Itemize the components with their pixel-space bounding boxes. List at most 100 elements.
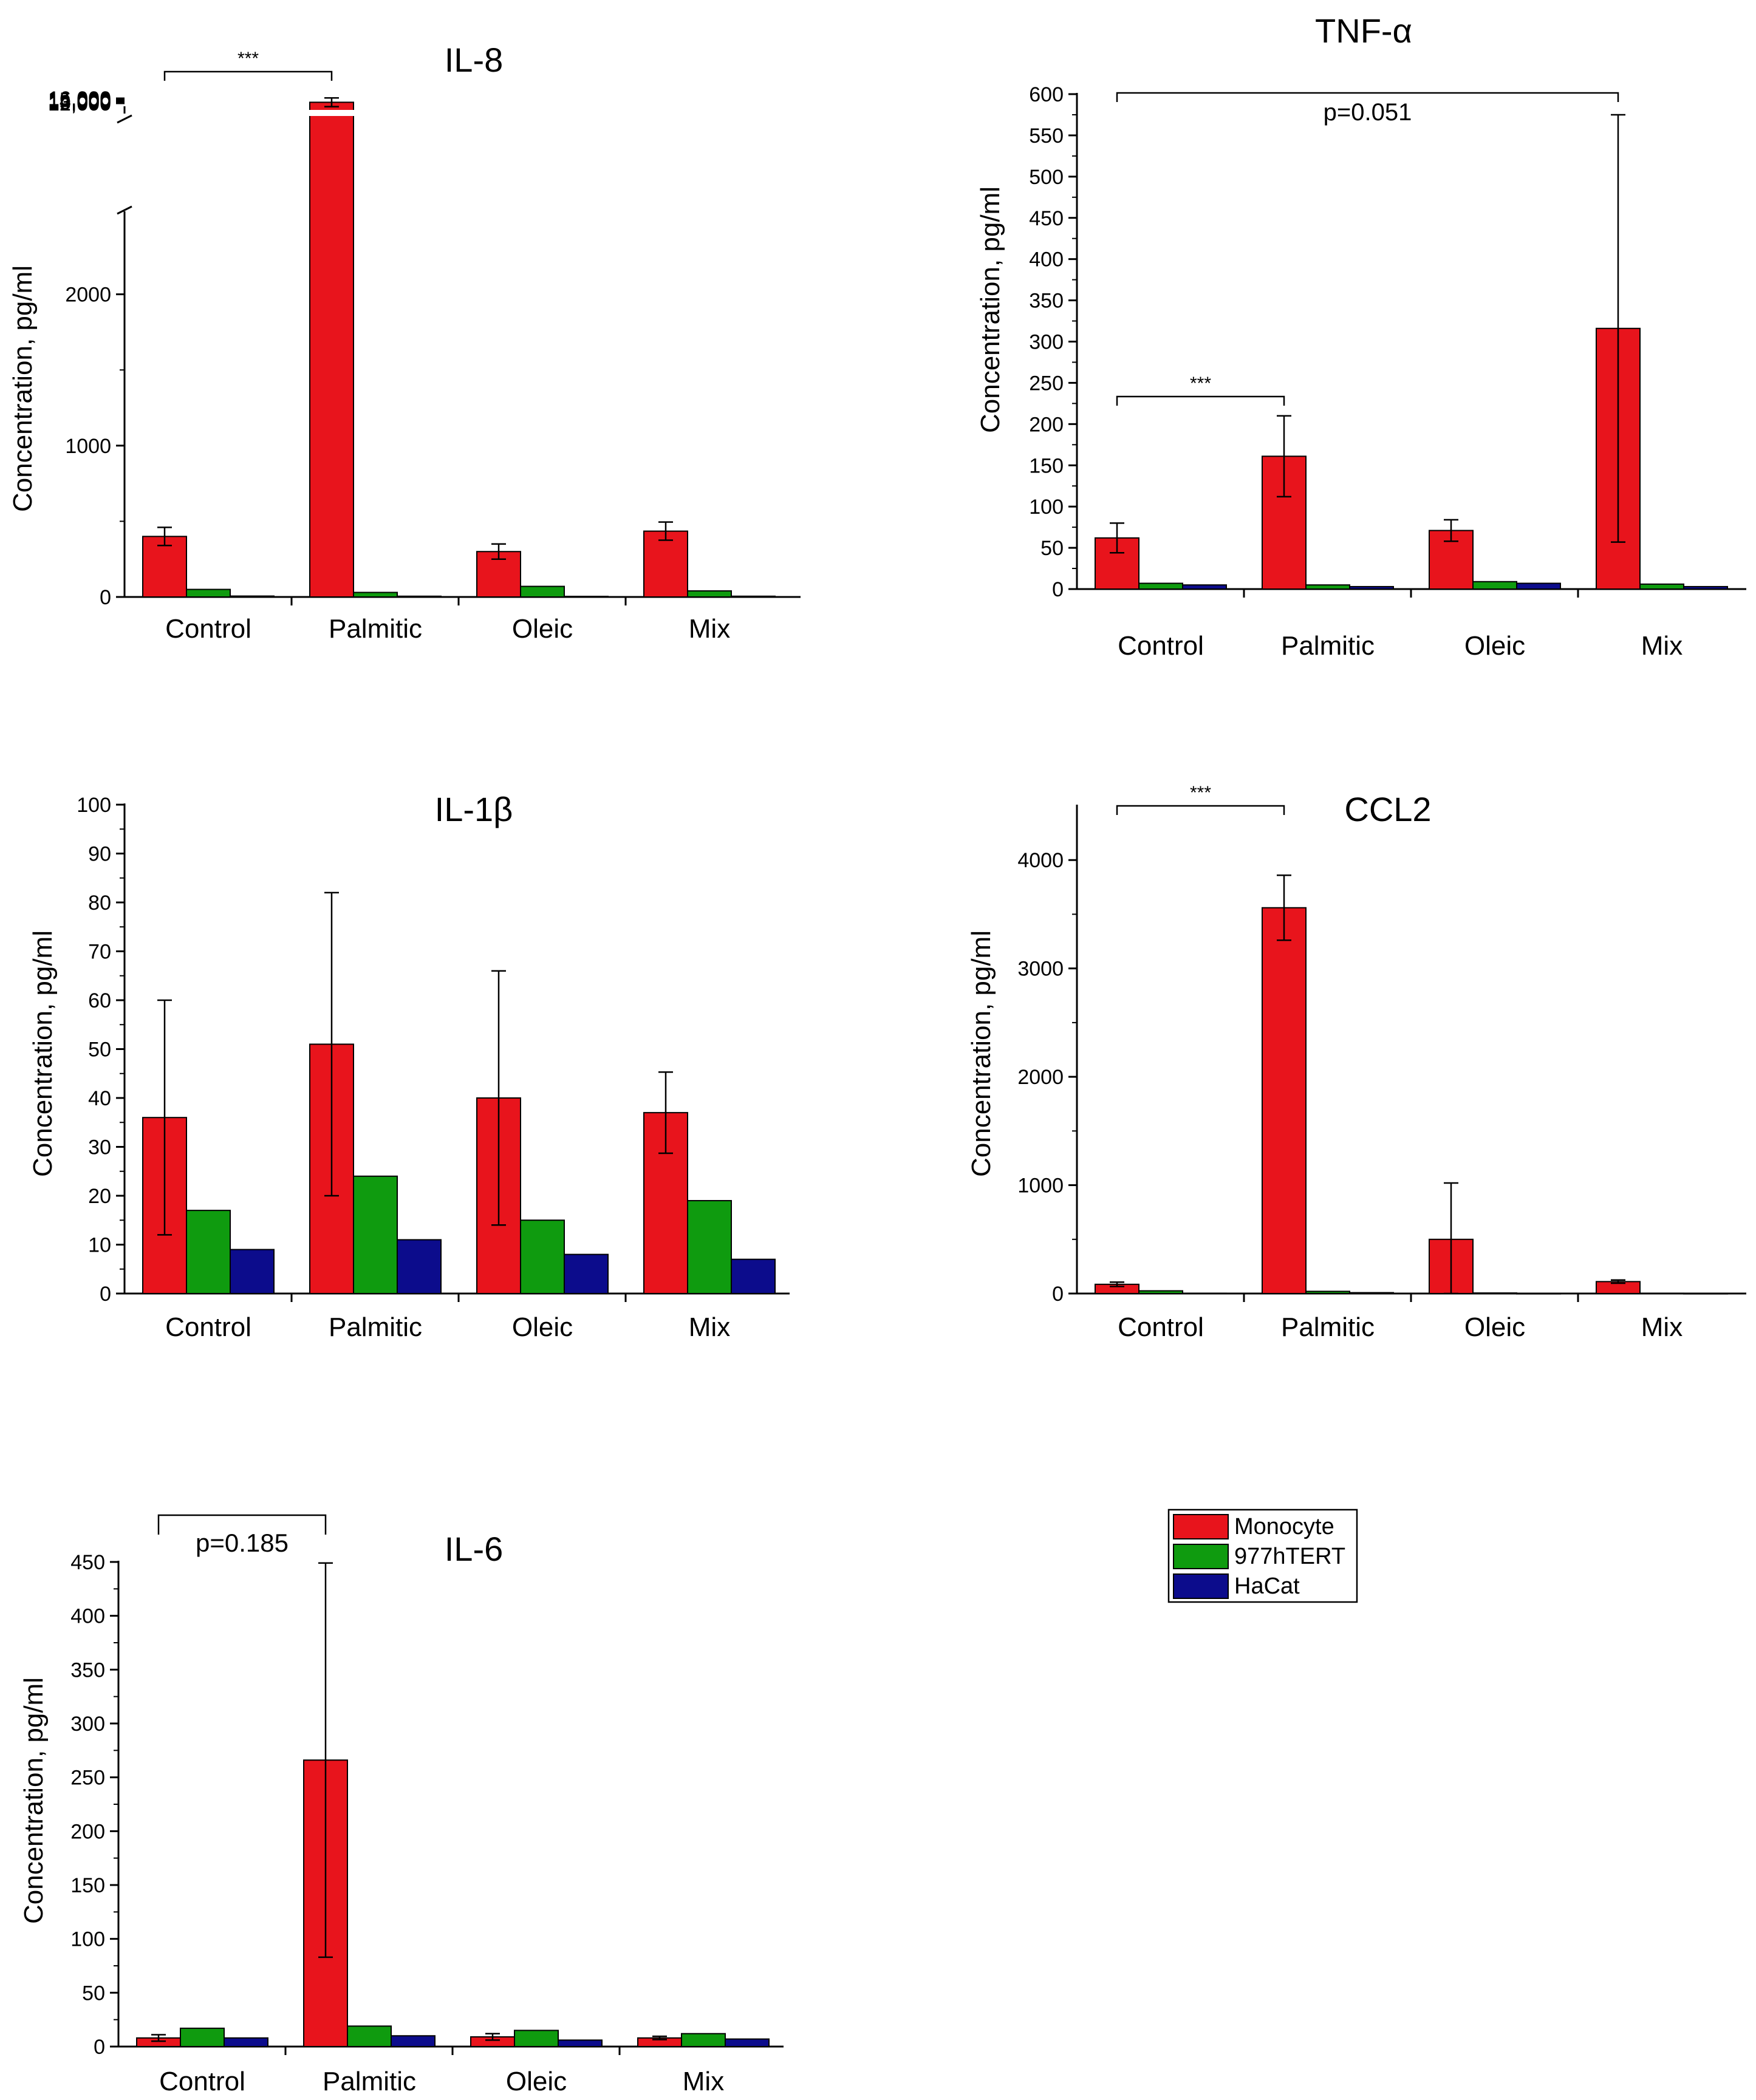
- y-tick-label: 13,000: [48, 91, 111, 114]
- bar-977htert-oleic: [520, 585, 565, 598]
- y-tick-label: 90: [88, 843, 111, 866]
- chart-tnf: 0 50 100 150 200 250 300 350 400 450 500 550 600 Cont…: [975, 12, 1746, 661]
- chart-title: IL-8: [445, 41, 504, 79]
- x-tick-label-palmitic: Palmitic: [1281, 631, 1375, 661]
- x-tick-label-palmitic: Palmitic: [329, 1312, 422, 1342]
- y-tick-label: 0: [1052, 578, 1064, 601]
- bar-hacat-oleic: [564, 596, 609, 598]
- significance-label: ***: [237, 49, 259, 69]
- y-tick-label: 300: [70, 1713, 105, 1736]
- y-tick-label: 0: [94, 2036, 105, 2059]
- legend-label-monocyte: Monocyte: [1234, 1514, 1334, 1539]
- significance-bracket: [157, 1514, 327, 1535]
- bar-hacat-control: [224, 2037, 268, 2047]
- y-axis-label: Concentration, pg/ml: [8, 265, 38, 512]
- bar-hacat-mix: [725, 2038, 770, 2048]
- bar-hacat-palmitic: [1349, 1292, 1394, 1295]
- x-tick-label-control: Control: [1118, 1312, 1204, 1342]
- legend-swatch-977htert: [1173, 1544, 1229, 1569]
- bar-977htert-control: [1138, 1290, 1183, 1294]
- bar-monocyte-mix: [643, 530, 688, 598]
- bar-977htert-mix: [1639, 583, 1684, 590]
- y-tick-label: 4000: [1017, 849, 1064, 872]
- bar-hacat-control: [230, 595, 275, 598]
- bar-977htert-control: [180, 2027, 225, 2047]
- y-tick-label: 100: [1029, 496, 1064, 519]
- significance-bracket: [1116, 395, 1285, 406]
- chart-il-1: 0 10 20 30 40 50 60 70 80 90 100 Control Palmitic Ole…: [28, 790, 790, 1342]
- axis-break-marks: [117, 114, 132, 215]
- y-tick-label: 1000: [1017, 1174, 1064, 1198]
- y-tick-label: 150: [70, 1874, 105, 1897]
- y-tick-label: 350: [70, 1659, 105, 1682]
- y-tick-label: 400: [70, 1605, 105, 1628]
- y-tick-label: 400: [1029, 248, 1064, 271]
- y-tick-label: 200: [70, 1820, 105, 1843]
- x-tick-label-mix: Mix: [1641, 631, 1683, 661]
- y-axis-label: Concentration, pg/ml: [19, 1677, 49, 1924]
- chart-panels: 01000200012,00013,00014,00015,00016,000C…: [8, 12, 1746, 2096]
- x-tick-label-control: Control: [159, 2067, 245, 2096]
- y-tick-label: 40: [88, 1087, 111, 1110]
- y-tick-label: 16,000: [48, 87, 111, 111]
- y-tick-label: 450: [70, 1551, 105, 1574]
- axis-break-band: [307, 110, 356, 116]
- y-tick-label: 2000: [1017, 1066, 1064, 1089]
- bar-monocyte-control: [142, 536, 187, 598]
- x-tick-label-palmitic: Palmitic: [323, 2067, 416, 2096]
- significance-label: ***: [1190, 373, 1211, 394]
- bar-977htert-mix: [1639, 1292, 1684, 1295]
- x-tick-label-mix: Mix: [1641, 1312, 1683, 1342]
- chart-title: TNF-α: [1315, 12, 1412, 50]
- bar-hacat-mix: [731, 595, 776, 598]
- bar-hacat-control: [1182, 1292, 1227, 1295]
- y-tick-label: 500: [1029, 166, 1064, 189]
- x-tick-label-mix: Mix: [689, 1312, 730, 1342]
- y-tick-label: 20: [88, 1185, 111, 1208]
- y-tick-label: 150: [1029, 454, 1064, 477]
- bar-monocyte-palmitic: [309, 101, 354, 598]
- x-tick-label-palmitic: Palmitic: [1281, 1312, 1375, 1342]
- bar-hacat-control: [230, 1249, 275, 1295]
- x-tick-label-mix: Mix: [683, 2067, 724, 2096]
- x-tick-label-control: Control: [165, 1312, 251, 1342]
- chart-ccl2: 0 1000 2000 3000 4000 Control Palmitic Oleic Mix…: [966, 783, 1746, 1342]
- y-tick-label: 60: [88, 989, 111, 1012]
- x-tick-label-palmitic: Palmitic: [329, 614, 422, 644]
- x-tick-label-mix: Mix: [689, 614, 730, 644]
- legend-label-977htert: 977hTERT: [1234, 1544, 1345, 1569]
- y-tick-label: 50: [82, 1982, 105, 2005]
- bar-977htert-oleic: [520, 1219, 565, 1294]
- chart-title: CCL2: [1344, 790, 1431, 828]
- y-tick-label: 0: [100, 1283, 111, 1306]
- y-tick-label: 80: [88, 891, 111, 915]
- significance-bracket: [1116, 805, 1285, 815]
- legend-label-hacat: HaCat: [1234, 1573, 1300, 1599]
- y-tick-label: 250: [1029, 372, 1064, 395]
- bar-977htert-oleic: [1472, 581, 1517, 590]
- y-tick-label: 10: [88, 1234, 111, 1257]
- significance-bracket: [163, 70, 333, 81]
- y-tick-label: 350: [1029, 290, 1064, 313]
- y-axis-label: Concentration, pg/ml: [975, 186, 1005, 433]
- bar-monocyte-palmitic: [1262, 907, 1307, 1294]
- y-tick-label: 1000: [65, 435, 111, 458]
- significance-label: p=0.051: [1324, 99, 1412, 126]
- y-tick-label: 50: [88, 1038, 111, 1062]
- y-tick-label: 100: [70, 1928, 105, 1951]
- y-tick-label: 30: [88, 1136, 111, 1159]
- bar-hacat-oleic: [558, 2039, 603, 2048]
- y-tick-label: 550: [1029, 124, 1064, 148]
- bar-977htert-mix: [687, 1200, 732, 1295]
- bar-977htert-control: [186, 588, 231, 598]
- bar-hacat-palmitic: [1349, 585, 1394, 590]
- y-tick-label: 200: [1029, 413, 1064, 436]
- bar-977htert-mix: [687, 590, 732, 598]
- y-tick-label: 0: [100, 586, 111, 609]
- bar-977htert-mix: [681, 2033, 726, 2047]
- legend-swatch-hacat: [1173, 1573, 1229, 1599]
- x-tick-label-oleic: Oleic: [506, 2067, 567, 2096]
- legend: Monocyte 977hTERT HaCat: [1167, 1509, 1358, 1603]
